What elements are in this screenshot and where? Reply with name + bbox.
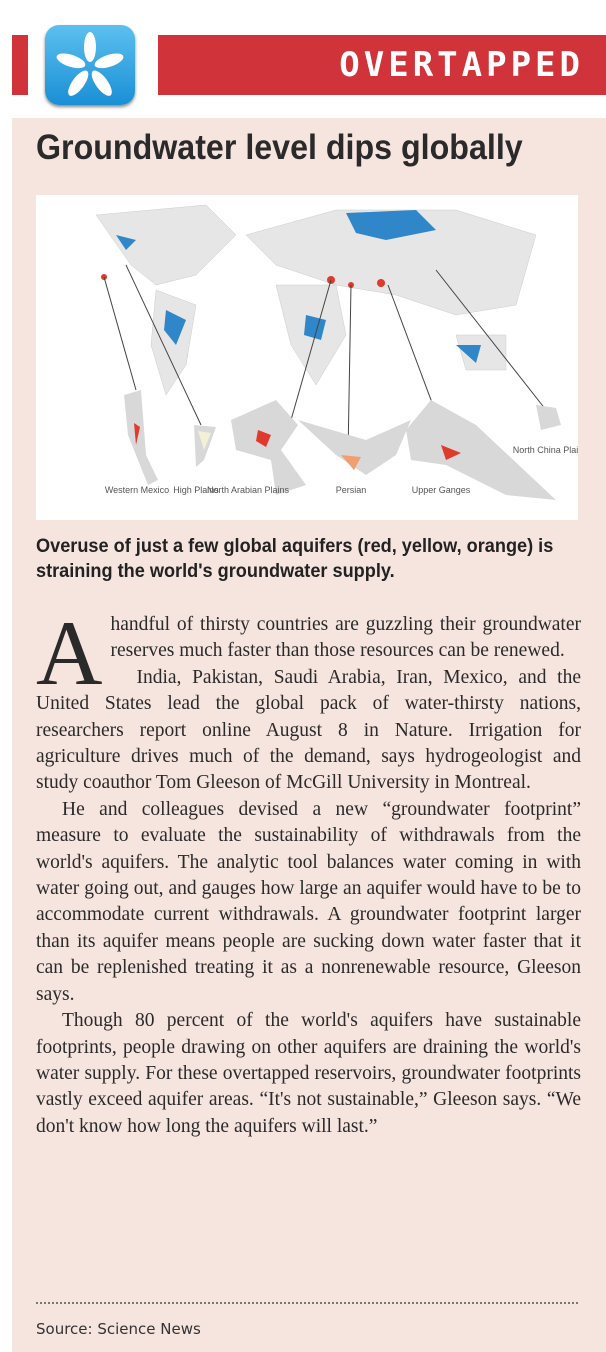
label-north-arabian-plains: North Arabian Plains [207,485,290,495]
label-upper-ganges: Upper Ganges [412,485,471,495]
label-north-china-plain: North China Plain [513,445,578,455]
aquifer-map: Western Mexico High Plains North Arabian… [36,195,583,520]
paragraph-4: Though 80 percent of the world's aquifer… [36,1010,581,1137]
asterisk-flower-icon [45,25,135,105]
map-caption: Overuse of just a few global aquifers (r… [36,535,554,582]
divider [36,1302,578,1304]
paragraph-1: handful of thirsty countries are guzzlin… [110,614,581,662]
paragraph-2: India, Pakistan, Saudi Arabia, Iran, Mex… [36,666,581,794]
headline: Groundwater level dips globally [36,128,523,167]
sustainable-aquifers [116,210,481,363]
accent-bar [12,35,28,95]
drop-cap: A [36,602,103,704]
world-landmass [95,204,537,396]
aquifer-insets [124,390,561,500]
label-persian: Persian [336,485,367,495]
paragraph-3: He and colleagues devised a new “groundw… [36,798,581,1005]
section-banner: OVERTAPPED [158,35,606,95]
label-western-mexico: Western Mexico [105,485,169,495]
label-high-plains: High Plains [173,485,219,495]
section-label: OVERTAPPED [339,45,584,85]
source-credit: Source: Science News [36,1320,201,1338]
